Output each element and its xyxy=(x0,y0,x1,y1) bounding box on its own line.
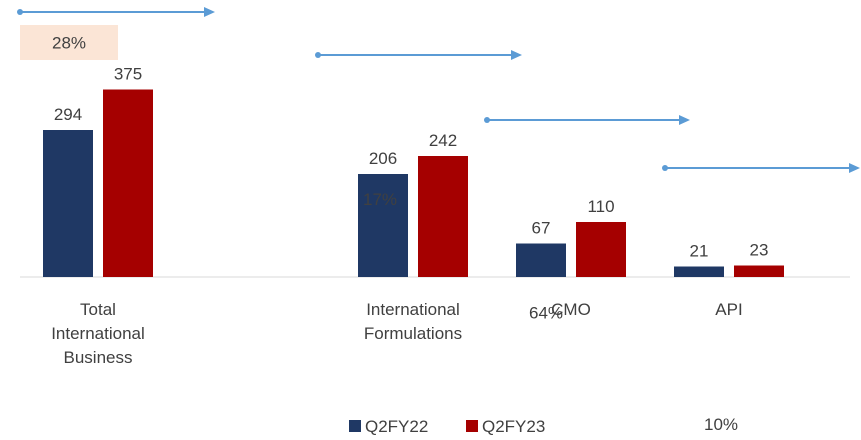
arrow-head xyxy=(849,163,860,173)
growth-label: 17% xyxy=(363,190,397,209)
arrow-start xyxy=(315,52,321,58)
value-label: 67 xyxy=(532,219,551,238)
value-label: 21 xyxy=(690,242,709,261)
bar xyxy=(43,130,93,277)
value-label: 375 xyxy=(114,65,142,84)
arrow-start xyxy=(662,165,668,171)
bar xyxy=(674,266,724,277)
arrow-head xyxy=(204,7,215,17)
legend-label: Q2FY22 xyxy=(365,417,428,436)
value-label: 23 xyxy=(750,241,769,260)
growth-label: 10% xyxy=(704,415,738,434)
bar xyxy=(418,156,468,277)
category-label: International Formulations xyxy=(363,300,463,343)
bar xyxy=(516,243,566,277)
arrow-start xyxy=(17,9,23,15)
legend-label: Q2FY23 xyxy=(482,417,545,436)
legend-swatch xyxy=(349,420,361,432)
value-label: 294 xyxy=(54,105,82,124)
growth-box xyxy=(20,25,118,60)
arrow-head xyxy=(679,115,690,125)
bar xyxy=(576,222,626,277)
arrow-head xyxy=(511,50,522,60)
value-label: 242 xyxy=(429,131,457,150)
bar xyxy=(103,89,153,277)
growth-label: 64% xyxy=(529,304,563,323)
value-label: 206 xyxy=(369,149,397,168)
value-label: 110 xyxy=(587,197,614,216)
arrow-start xyxy=(484,117,490,123)
category-label: API xyxy=(715,300,743,319)
category-label: CMO xyxy=(551,300,591,319)
bar xyxy=(734,265,784,277)
category-label: Total International Business xyxy=(51,300,145,367)
bar xyxy=(358,174,408,277)
legend-swatch xyxy=(466,420,478,432)
growth-label: 28% xyxy=(52,34,86,53)
